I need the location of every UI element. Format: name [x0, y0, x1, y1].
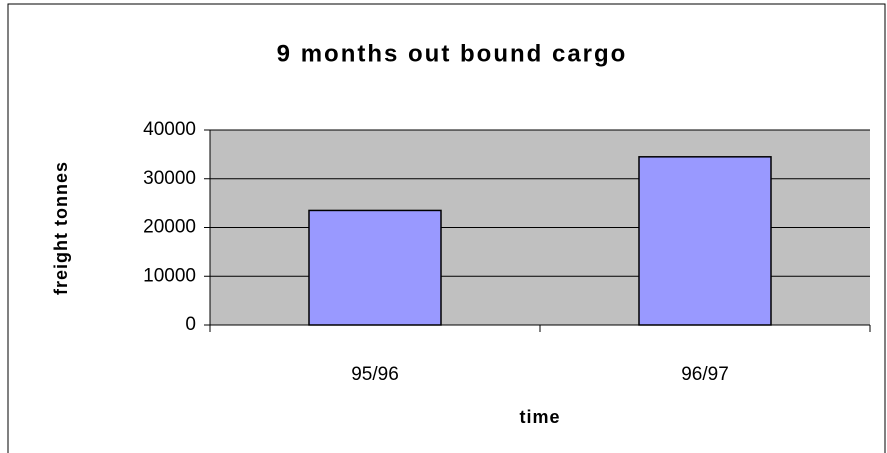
chart-title: 9 months out bound cargo [277, 40, 628, 67]
chart-frame [7, 3, 886, 453]
bar [308, 209, 442, 326]
y-tick-label: 40000 [143, 119, 196, 140]
x-axis-title: time [519, 407, 560, 427]
y-axis-title: freight tonnes [51, 161, 71, 295]
x-tick-label: 95/96 [351, 364, 399, 385]
y-tick-label: 20000 [143, 217, 196, 238]
y-tick-label: 30000 [143, 168, 196, 189]
y-tick-label: 10000 [143, 265, 196, 286]
x-tick-label: 96/97 [681, 364, 729, 385]
y-tick-label: 0 [185, 314, 196, 335]
bar [638, 156, 772, 326]
